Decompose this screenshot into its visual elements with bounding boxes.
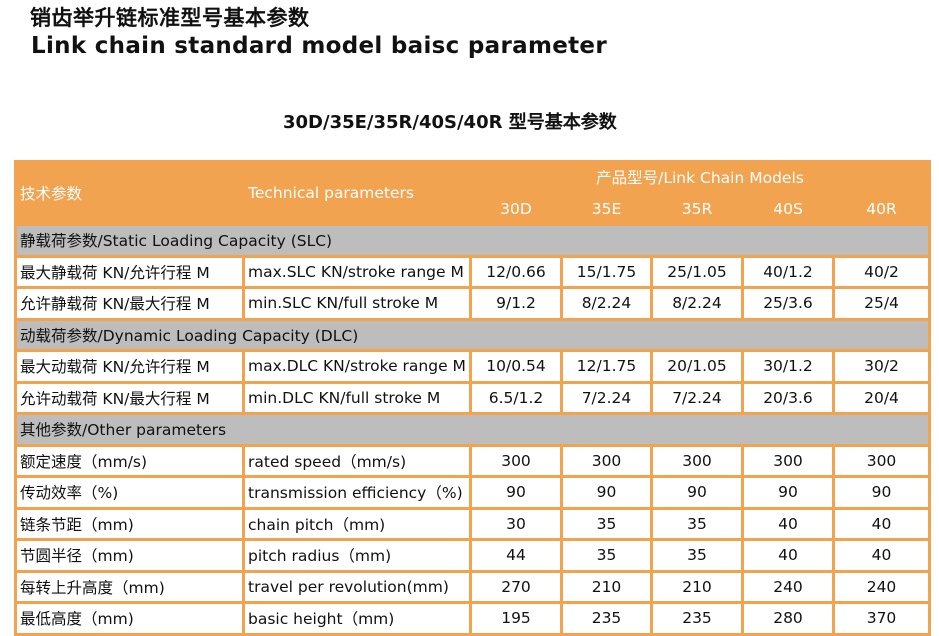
param-value: 35 [653, 541, 741, 570]
table-row: 额定速度（mm/s) rated speed（mm/s) 300 300 300 300 3… [17, 446, 928, 475]
model-40r: 40R [835, 194, 928, 223]
param-value: 9/1.2 [472, 289, 560, 318]
table-row: 链条节距（mm) chain pitch（mm) 30 35 35 40 40 [17, 509, 928, 538]
param-value: 12/0.66 [472, 257, 560, 286]
param-value: 25/4 [835, 289, 928, 318]
param-cn: 链条节距（mm) [17, 509, 242, 538]
param-value: 300 [653, 446, 741, 475]
param-value: 35 [653, 509, 741, 538]
param-value: 240 [835, 572, 928, 601]
param-value: 300 [563, 446, 650, 475]
param-value: 300 [472, 446, 560, 475]
parameter-table: 技术参数 Technical parameters 产品型号/Link Chai… [14, 160, 931, 636]
table-row: 传动效率（%) transmission efficiency（%) 90 90 90 9… [17, 478, 928, 507]
param-cn: 允许动载荷 KN/最大行程 M [17, 383, 242, 412]
param-value: 20/3.6 [744, 383, 832, 412]
param-value: 7/2.24 [563, 383, 650, 412]
param-value: 12/1.75 [563, 352, 650, 381]
section-row: 静载荷参数/Static Loading Capacity (SLC) [17, 226, 928, 255]
param-value: 40 [744, 541, 832, 570]
param-cn: 最大静载荷 KN/允许行程 M [17, 257, 242, 286]
param-value: 25/1.05 [653, 257, 741, 286]
param-en: chain pitch（mm) [245, 509, 469, 538]
param-value: 35 [563, 509, 650, 538]
param-value: 90 [472, 478, 560, 507]
param-value: 240 [744, 572, 832, 601]
param-value: 370 [835, 604, 928, 633]
param-value: 280 [744, 604, 832, 633]
param-value: 270 [472, 572, 560, 601]
param-cn: 额定速度（mm/s) [17, 446, 242, 475]
param-cn: 传动效率（%) [17, 478, 242, 507]
param-value: 20/4 [835, 383, 928, 412]
param-value: 40/2 [835, 257, 928, 286]
param-value: 300 [835, 446, 928, 475]
param-value: 90 [835, 478, 928, 507]
param-value: 8/2.24 [653, 289, 741, 318]
param-value: 30/1.2 [744, 352, 832, 381]
param-value: 20/1.05 [653, 352, 741, 381]
table-row: 节圆半径（mm) pitch radius（mm) 44 35 35 40 40 [17, 541, 928, 570]
param-value: 6.5/1.2 [472, 383, 560, 412]
param-en: pitch radius（mm) [245, 541, 469, 570]
param-value: 15/1.75 [563, 257, 650, 286]
param-value: 210 [563, 572, 650, 601]
section-title: 其他参数/Other parameters [17, 415, 928, 444]
param-value: 40 [835, 509, 928, 538]
model-30d: 30D [472, 194, 560, 223]
table-row: 最低高度（mm) basic height（mm) 195 235 235 280 370 [17, 604, 928, 633]
param-en: basic height（mm) [245, 604, 469, 633]
param-value: 90 [653, 478, 741, 507]
param-value: 25/3.6 [744, 289, 832, 318]
param-value: 235 [653, 604, 741, 633]
model-35e: 35E [563, 194, 650, 223]
header-models: 产品型号/Link Chain Models [472, 163, 928, 192]
param-en: min.SLC KN/full stroke M [245, 289, 469, 318]
param-value: 30 [472, 509, 560, 538]
param-value: 40 [744, 509, 832, 538]
param-en: transmission efficiency（%) [245, 478, 469, 507]
param-en: min.DLC KN/full stroke M [245, 383, 469, 412]
param-value: 90 [744, 478, 832, 507]
header-en: Technical parameters [245, 163, 469, 223]
section-title: 静载荷参数/Static Loading Capacity (SLC) [17, 226, 928, 255]
param-en: max.DLC KN/stroke range M [245, 352, 469, 381]
title-cn: 销齿举升链标准型号基本参数 [30, 6, 310, 30]
param-value: 40/1.2 [744, 257, 832, 286]
param-cn: 最低高度（mm) [17, 604, 242, 633]
param-cn: 每转上升高度（mm) [17, 572, 242, 601]
param-en: travel per revolution(mm) [245, 572, 469, 601]
header-cn: 技术参数 [17, 163, 242, 223]
param-value: 300 [744, 446, 832, 475]
param-value: 30/2 [835, 352, 928, 381]
section-title: 动载荷参数/Dynamic Loading Capacity (DLC) [17, 320, 928, 349]
param-value: 10/0.54 [472, 352, 560, 381]
section-row: 动载荷参数/Dynamic Loading Capacity (DLC) [17, 320, 928, 349]
param-en: max.SLC KN/stroke range M [245, 257, 469, 286]
param-en: rated speed（mm/s) [245, 446, 469, 475]
param-value: 7/2.24 [653, 383, 741, 412]
param-value: 8/2.24 [563, 289, 650, 318]
model-35r: 35R [653, 194, 741, 223]
param-cn: 最大动载荷 KN/允许行程 M [17, 352, 242, 381]
title-en: Link chain standard model baisc paramete… [31, 33, 607, 59]
param-value: 210 [653, 572, 741, 601]
table-row: 每转上升高度（mm) travel per revolution(mm) 270 21… [17, 572, 928, 601]
param-cn: 允许静载荷 KN/最大行程 M [17, 289, 242, 318]
param-value: 235 [563, 604, 650, 633]
section-row: 其他参数/Other parameters [17, 415, 928, 444]
param-cn: 节圆半径（mm) [17, 541, 242, 570]
param-value: 90 [563, 478, 650, 507]
param-value: 40 [835, 541, 928, 570]
param-value: 44 [472, 541, 560, 570]
param-value: 195 [472, 604, 560, 633]
param-value: 35 [563, 541, 650, 570]
model-40s: 40S [744, 194, 832, 223]
table-subtitle: 30D/35E/35R/40S/40R 型号基本参数 [283, 112, 617, 133]
